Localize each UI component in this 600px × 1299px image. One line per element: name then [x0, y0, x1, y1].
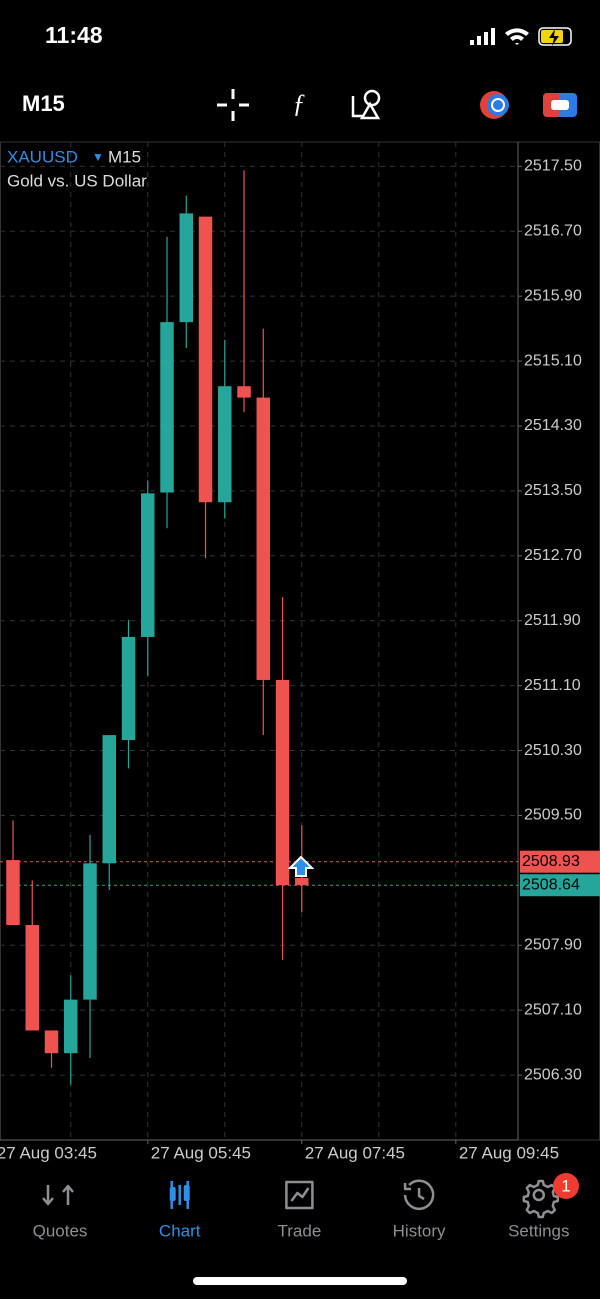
candle-body	[102, 735, 116, 864]
chart-timeframe: M15	[108, 147, 141, 166]
symbol-description: Gold vs. US Dollar	[7, 171, 147, 190]
tab-icon	[42, 1184, 74, 1206]
price-label: 2508.64	[522, 876, 580, 893]
trading-signal-button[interactable]	[480, 91, 509, 119]
x-tick-label: 27 Aug 05:45	[151, 1143, 251, 1162]
candle-body	[25, 924, 39, 1031]
home-indicator	[193, 1277, 407, 1285]
tab-icon	[285, 1180, 314, 1210]
y-tick-label: 2515.90	[524, 287, 582, 304]
candle-body	[160, 322, 174, 493]
objects-button[interactable]	[351, 89, 381, 120]
candle-body	[179, 213, 194, 323]
tab[interactable]: Chart	[159, 1181, 201, 1240]
x-tick-label: 27 Aug 07:45	[305, 1143, 405, 1162]
tab-icon	[403, 1179, 435, 1211]
y-tick-label: 2510.30	[524, 742, 582, 759]
crosshair-button[interactable]	[217, 89, 249, 121]
price-label: 2508.93	[522, 853, 580, 870]
candle-body	[141, 493, 155, 637]
price-label-box	[520, 850, 600, 873]
y-tick-label: 2514.30	[524, 417, 582, 434]
tab[interactable]: Trade	[278, 1180, 322, 1240]
tab-icon	[532, 1188, 546, 1202]
tab[interactable]: History	[393, 1179, 446, 1241]
y-tick-label: 2507.90	[524, 936, 582, 953]
grid	[0, 142, 518, 1140]
y-tick-label: 2512.70	[524, 547, 582, 564]
symbol[interactable]: XAUUSD	[7, 147, 78, 166]
candle-body	[256, 397, 271, 680]
candle-body	[237, 386, 251, 398]
tab-label: Trade	[278, 1221, 322, 1240]
candle-body	[121, 636, 136, 740]
candles	[6, 170, 309, 1085]
tab-label: History	[393, 1221, 446, 1240]
candle-body	[64, 999, 78, 1054]
y-tick-label: 2509.50	[524, 807, 582, 824]
y-tick-label: 2516.70	[524, 222, 582, 239]
timeframe-button[interactable]: M15	[22, 91, 65, 116]
status-time: 11:48	[45, 22, 103, 48]
y-tick-label: 2511.10	[524, 677, 581, 694]
tab-label: Settings	[508, 1221, 569, 1240]
candle-body	[44, 1030, 59, 1054]
y-tick-label: 2517.50	[524, 158, 582, 175]
axes: 2517.50 2516.70 2515.90 2515.10 2514.30 2513.…	[0, 158, 600, 1162]
tab-label: Quotes	[33, 1221, 88, 1240]
y-tick-label: 2513.50	[524, 482, 582, 499]
indicators-button[interactable]: ƒ	[293, 89, 306, 118]
symbol-dropdown[interactable]: ▼	[92, 150, 104, 164]
badge	[553, 1173, 579, 1199]
y-tick-label: 2506.30	[524, 1066, 582, 1083]
y-tick-label: 2511.90	[524, 612, 581, 629]
tab-label: Chart	[159, 1221, 201, 1240]
x-tick-label: 27 Aug 09:45	[459, 1143, 559, 1162]
candle-body	[83, 863, 97, 1000]
status-icons	[470, 27, 572, 46]
candle-body	[6, 860, 20, 925]
x-tick-label: 27 Aug 03:45	[0, 1143, 97, 1162]
candle-body	[295, 877, 309, 886]
y-tick-label: 2515.10	[524, 352, 582, 369]
price-label-box	[520, 874, 600, 897]
tab-icon	[170, 1181, 189, 1209]
candle-body	[218, 386, 232, 503]
one-click-button[interactable]	[543, 93, 577, 117]
y-tick-label: 2507.10	[524, 1001, 582, 1018]
candle-body	[275, 679, 290, 886]
tab[interactable]: Quotes	[33, 1184, 88, 1240]
badge-count: 1	[561, 1176, 570, 1195]
candle-body	[198, 216, 213, 503]
tab-bar: Quotes Chart Trade History Settings 1	[33, 1173, 579, 1240]
trade-arrow	[287, 855, 315, 877]
